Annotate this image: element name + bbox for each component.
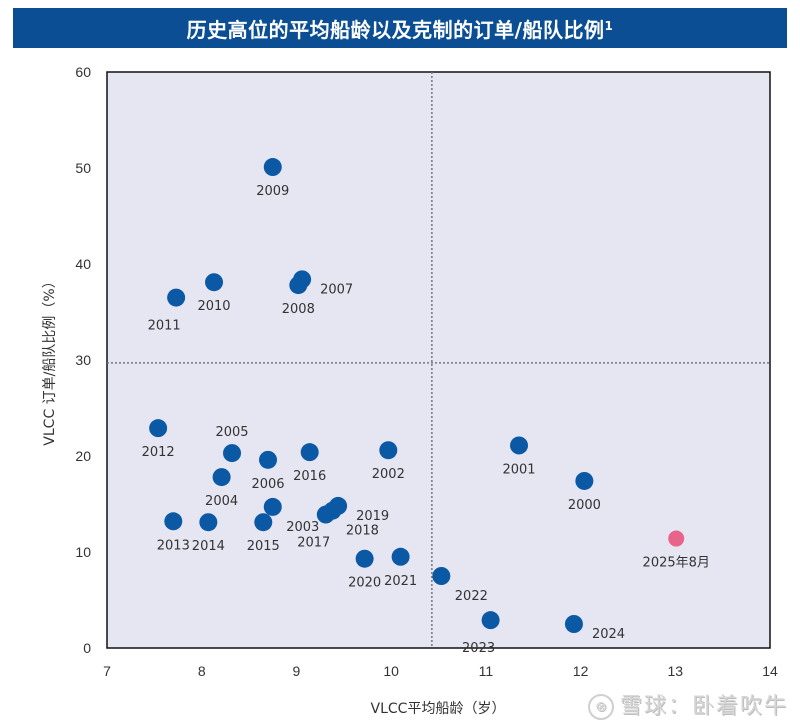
data-label: 2024 <box>592 627 625 642</box>
x-tick-label: 14 <box>762 663 778 679</box>
data-point <box>205 273 224 292</box>
x-axis-label: VLCC平均船龄（岁） <box>371 701 506 717</box>
data-points <box>149 158 685 633</box>
chart-title-bar: 历史高位的平均船龄以及克制的订单/船队比例 1 <box>13 8 787 48</box>
watermark: ⊗ 雪球：卧着吹牛 <box>588 688 788 720</box>
data-point <box>289 276 308 295</box>
data-label: 2022 <box>455 589 488 604</box>
y-axis-label: VLCC 订单/船队比例（%） <box>42 274 58 445</box>
x-tick-label: 10 <box>383 663 399 679</box>
data-point <box>212 468 231 487</box>
snowball-logo-icon: ⊗ <box>588 694 614 720</box>
data-label: 2021 <box>384 574 417 589</box>
data-point <box>564 615 583 633</box>
y-tick-label: 20 <box>75 448 91 464</box>
y-tick-label: 50 <box>75 160 91 176</box>
data-label: 2016 <box>293 469 326 484</box>
x-tick-label: 8 <box>198 663 206 679</box>
y-tick-label: 30 <box>75 352 91 368</box>
data-point <box>300 443 319 462</box>
data-point <box>259 450 278 469</box>
data-label: 2001 <box>502 462 535 477</box>
x-axis-ticks: 7 8 9 10 11 12 13 14 <box>103 663 778 679</box>
data-label: 2002 <box>372 467 405 482</box>
data-point <box>391 547 410 566</box>
data-point <box>167 288 186 307</box>
y-tick-label: 40 <box>75 256 91 272</box>
data-label: 2017 <box>297 536 330 551</box>
y-tick-label: 60 <box>75 64 91 80</box>
data-point <box>164 512 183 531</box>
reference-lines <box>107 72 770 648</box>
data-point <box>510 436 529 455</box>
data-label: 2013 <box>157 538 190 553</box>
title-footnote: 1 <box>604 19 614 33</box>
data-point <box>263 497 282 516</box>
data-point-highlight <box>668 530 685 547</box>
data-point <box>575 471 594 490</box>
data-label: 2020 <box>348 576 381 591</box>
data-label: 2014 <box>192 539 225 554</box>
data-point <box>254 513 273 532</box>
x-tick-label: 7 <box>103 663 111 679</box>
data-label: 2006 <box>251 477 284 492</box>
data-point <box>481 611 500 630</box>
data-label: 2010 <box>197 299 230 314</box>
plot-area <box>106 71 771 649</box>
data-label: 2003 <box>286 520 319 535</box>
data-point <box>379 441 398 460</box>
data-label: 2009 <box>256 184 289 199</box>
data-label: 2007 <box>320 282 353 297</box>
x-tick-label: 12 <box>573 663 589 679</box>
data-label: 2025年8月 <box>643 556 710 571</box>
data-label: 2012 <box>142 445 175 460</box>
chart-title: 历史高位的平均船龄以及克制的订单/船队比例 <box>186 17 605 42</box>
data-label: 2005 <box>215 425 248 440</box>
y-tick-label: 0 <box>83 640 91 656</box>
x-tick-label: 11 <box>479 663 494 679</box>
data-point <box>432 567 451 585</box>
data-labels: 2000 2001 2002 2003 2004 2005 2006 2007 2008 2009… <box>142 184 710 656</box>
data-label: 2015 <box>247 539 280 554</box>
data-label: 2018 <box>346 524 379 539</box>
data-point <box>329 496 348 515</box>
data-label: 2000 <box>568 498 601 513</box>
data-point <box>263 158 282 177</box>
data-label: 2008 <box>282 302 315 317</box>
data-label: 2023 <box>462 641 495 656</box>
data-point <box>355 549 374 568</box>
y-tick-label: 10 <box>75 544 91 560</box>
data-point <box>199 513 218 532</box>
x-tick-label: 13 <box>667 663 683 679</box>
data-point <box>223 444 242 463</box>
data-point <box>149 419 168 438</box>
y-axis-ticks: 0 10 20 30 40 50 60 <box>75 64 91 656</box>
data-label: 2004 <box>205 494 238 509</box>
watermark-text: 雪球：卧着吹牛 <box>620 694 789 719</box>
x-tick-label: 9 <box>293 663 301 679</box>
data-label: 2011 <box>148 319 181 334</box>
data-label: 2019 <box>356 509 389 524</box>
